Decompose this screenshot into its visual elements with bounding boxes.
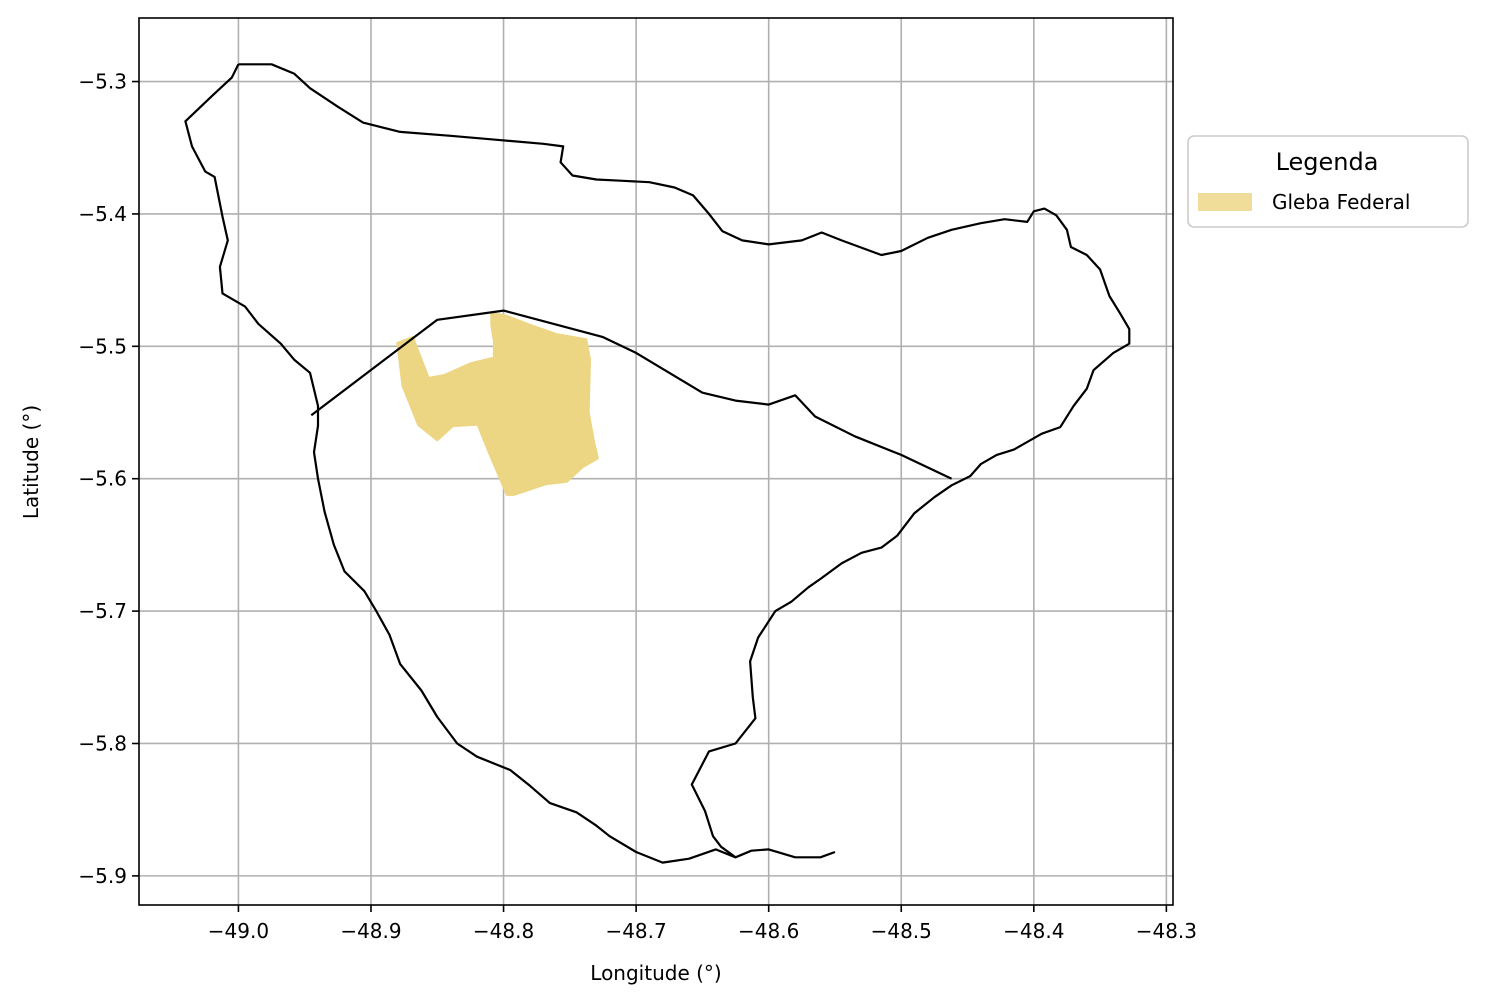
legend-swatch-gleba-federal — [1198, 193, 1252, 211]
x-tick-label: −48.4 — [1003, 919, 1064, 943]
boundary-line — [238, 63, 1131, 859]
x-tick-label: −48.9 — [340, 919, 401, 943]
x-tick-label: −48.3 — [1136, 919, 1197, 943]
boundary-layer — [184, 63, 1131, 864]
x-tick-label: −48.6 — [738, 919, 799, 943]
x-tick-label: −48.7 — [605, 919, 666, 943]
boundary-line — [184, 63, 736, 864]
y-tick-label: −5.3 — [78, 70, 127, 94]
y-axis-label: Latitude (°) — [19, 405, 43, 519]
y-tick-label: −5.8 — [78, 731, 127, 755]
x-tick-label: −49.0 — [208, 919, 269, 943]
boundary-line — [310, 309, 953, 480]
x-tick-label: −48.5 — [871, 919, 932, 943]
plot-background — [139, 18, 1173, 905]
x-tick-label: −48.8 — [473, 919, 534, 943]
legend-title: Legenda — [1276, 148, 1379, 176]
plot-frame — [138, 17, 1174, 906]
x-axis-label: Longitude (°) — [590, 961, 721, 985]
y-tick-label: −5.6 — [78, 467, 127, 491]
gleba-federal-layer — [396, 311, 599, 496]
y-tick-label: −5.5 — [78, 334, 127, 358]
y-tick-label: −5.9 — [78, 864, 127, 888]
gleba-federal-area — [396, 311, 599, 496]
legend-entry-gleba-federal: Gleba Federal — [1272, 190, 1410, 214]
y-tick-label: −5.4 — [78, 202, 127, 226]
grid — [139, 18, 1173, 905]
y-tick-label: −5.7 — [78, 599, 127, 623]
legend: Legenda Gleba Federal — [1187, 135, 1469, 228]
legend-box — [1187, 135, 1469, 228]
axis-ticks: −49.0 −48.9 −48.8 −48.7 −48.6 −48.5 −48.4 −48.3… — [78, 70, 1197, 943]
